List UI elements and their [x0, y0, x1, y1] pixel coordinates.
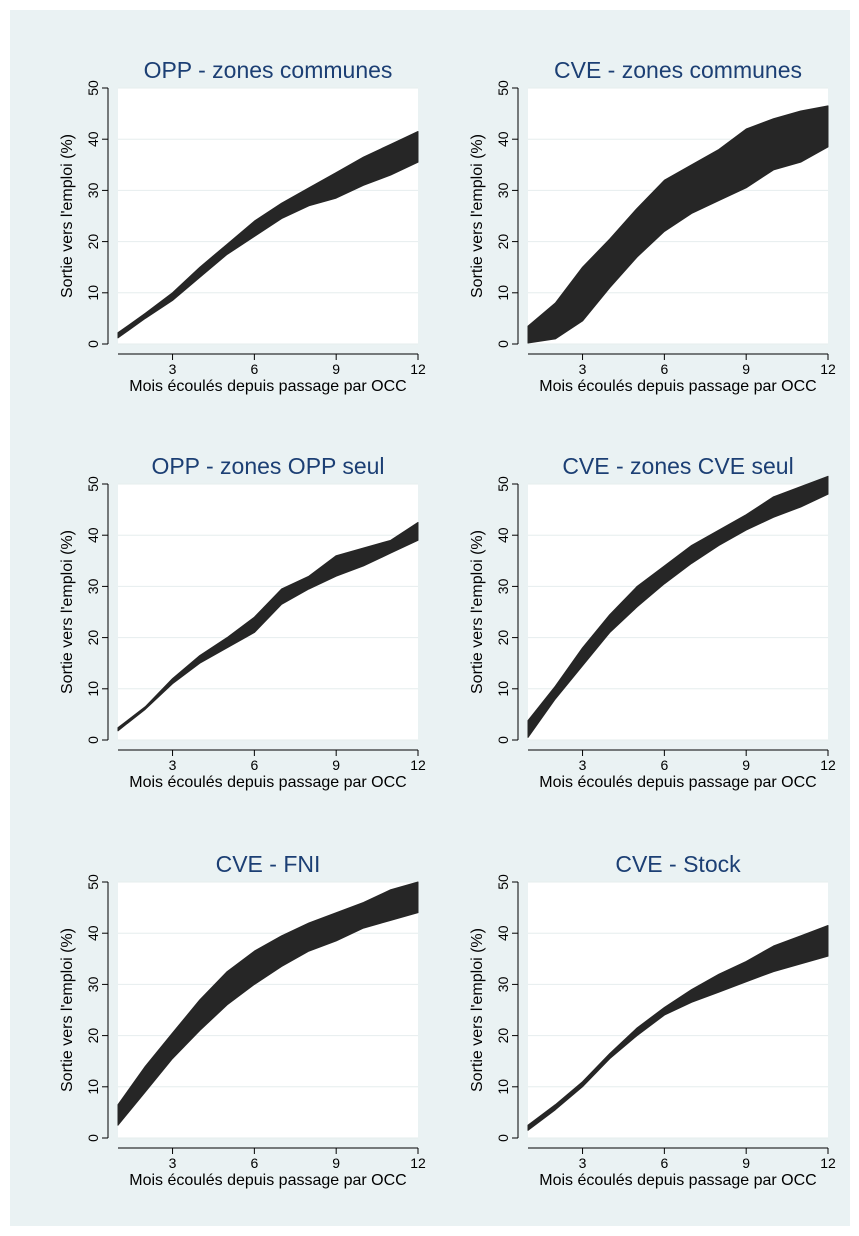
- x-axis-label: Mois écoulés depuis passage par OCC: [129, 378, 406, 395]
- y-tick-label: 40: [495, 131, 511, 147]
- confidence-band: [527, 105, 829, 344]
- confidence-band: [117, 131, 419, 339]
- chart-panel-5: 0 10 20 30 40 50 3 6 9 12 CVE - Stock Mois écoulés …: [469, 851, 836, 1189]
- y-tick-label: 50: [85, 80, 101, 96]
- chart-panel-4: 0 10 20 30 40 50 3 6 9 12 CVE - FNI Mois écoulés de…: [59, 851, 426, 1189]
- y-tick-label: 10: [85, 681, 101, 697]
- plot-area: [528, 882, 828, 1138]
- chart-panel-2: 0 10 20 30 40 50 3 6 9 12 OPP - zones OPP seul Mois…: [59, 453, 426, 791]
- y-tick-label: 50: [495, 476, 511, 492]
- y-tick-label: 30: [495, 976, 511, 992]
- y-tick-label: 50: [495, 874, 511, 890]
- y-tick-label: 30: [85, 182, 101, 198]
- chart-panel-1: 0 10 20 30 40 50 3 6 9 12 CVE - zones communes Mois…: [469, 57, 836, 395]
- x-axis-label: Mois écoulés depuis passage par OCC: [539, 378, 816, 395]
- x-tick-label: 3: [579, 757, 587, 773]
- confidence-band: [117, 521, 419, 732]
- chart-title: CVE - Stock: [615, 851, 741, 877]
- chart-panel-0: 0 10 20 30 40 50 3 6 9 12 OPP - zones communes Mois…: [59, 57, 426, 395]
- y-tick-label: 30: [495, 182, 511, 198]
- y-tick-label: 50: [85, 874, 101, 890]
- y-axis-label: Sortie vers l'emploi (%): [469, 530, 486, 694]
- chart-title: OPP - zones communes: [144, 57, 393, 83]
- chart-title: CVE - zones CVE seul: [562, 453, 793, 479]
- y-tick-label: 40: [85, 925, 101, 941]
- y-tick-label: 20: [495, 1028, 511, 1044]
- confidence-band: [117, 881, 419, 1126]
- y-tick-label: 10: [495, 1079, 511, 1095]
- y-axis-label: Sortie vers l'emploi (%): [59, 928, 76, 1092]
- x-axis-label: Mois écoulés depuis passage par OCC: [539, 1172, 816, 1189]
- figure: 0 10 20 30 40 50 3 6 9 12 OPP - zones communes Mois…: [10, 10, 850, 1226]
- x-axis-label: Mois écoulés depuis passage par OCC: [539, 774, 816, 791]
- y-tick-label: 0: [85, 1134, 101, 1142]
- y-tick-label: 10: [85, 1079, 101, 1095]
- y-axis-label: Sortie vers l'emploi (%): [469, 134, 486, 298]
- y-tick-label: 0: [495, 340, 511, 348]
- y-tick-label: 50: [495, 80, 511, 96]
- x-tick-label: 9: [742, 757, 750, 773]
- x-axis-label: Mois écoulés depuis passage par OCC: [129, 774, 406, 791]
- y-tick-label: 30: [85, 578, 101, 594]
- x-tick-label: 9: [332, 757, 340, 773]
- x-tick-label: 9: [332, 361, 340, 377]
- x-tick-label: 9: [742, 361, 750, 377]
- chart-title: CVE - zones communes: [554, 57, 802, 83]
- x-tick-label: 3: [579, 1155, 587, 1171]
- y-tick-label: 40: [495, 925, 511, 941]
- y-tick-label: 20: [85, 1028, 101, 1044]
- x-tick-label: 3: [579, 361, 587, 377]
- y-tick-label: 40: [85, 527, 101, 543]
- x-tick-label: 3: [169, 361, 177, 377]
- x-tick-label: 6: [250, 1155, 258, 1171]
- y-tick-label: 20: [495, 234, 511, 250]
- x-tick-label: 6: [660, 757, 668, 773]
- y-axis-label: Sortie vers l'emploi (%): [469, 928, 486, 1092]
- y-tick-label: 40: [495, 527, 511, 543]
- y-tick-label: 50: [85, 476, 101, 492]
- x-tick-label: 12: [410, 361, 426, 377]
- x-tick-label: 9: [742, 1155, 750, 1171]
- x-tick-label: 3: [169, 1155, 177, 1171]
- x-tick-label: 6: [250, 361, 258, 377]
- y-tick-label: 20: [495, 630, 511, 646]
- y-tick-label: 40: [85, 131, 101, 147]
- x-tick-label: 9: [332, 1155, 340, 1171]
- y-tick-label: 20: [85, 234, 101, 250]
- y-tick-label: 30: [85, 976, 101, 992]
- y-tick-label: 10: [495, 681, 511, 697]
- y-tick-label: 30: [495, 578, 511, 594]
- x-tick-label: 6: [250, 757, 258, 773]
- x-tick-label: 12: [410, 757, 426, 773]
- chart-title: OPP - zones OPP seul: [151, 453, 384, 479]
- x-tick-label: 6: [660, 361, 668, 377]
- x-tick-label: 12: [410, 1155, 426, 1171]
- x-axis-label: Mois écoulés depuis passage par OCC: [129, 1172, 406, 1189]
- x-tick-label: 12: [820, 757, 836, 773]
- y-axis-label: Sortie vers l'emploi (%): [59, 134, 76, 298]
- y-axis-label: Sortie vers l'emploi (%): [59, 530, 76, 694]
- chart-title: CVE - FNI: [216, 851, 321, 877]
- y-tick-label: 0: [85, 340, 101, 348]
- y-tick-label: 0: [495, 1134, 511, 1142]
- x-tick-label: 3: [169, 757, 177, 773]
- y-tick-label: 20: [85, 630, 101, 646]
- plot-area: [528, 484, 828, 740]
- y-tick-label: 0: [495, 736, 511, 744]
- x-tick-label: 12: [820, 1155, 836, 1171]
- y-tick-label: 0: [85, 736, 101, 744]
- x-tick-label: 6: [660, 1155, 668, 1171]
- confidence-band: [527, 475, 829, 738]
- y-tick-label: 10: [495, 285, 511, 301]
- y-tick-label: 10: [85, 285, 101, 301]
- chart-panel-3: 0 10 20 30 40 50 3 6 9 12 CVE - zones CVE seul Mois…: [469, 453, 836, 791]
- confidence-band: [527, 925, 829, 1131]
- x-tick-label: 12: [820, 361, 836, 377]
